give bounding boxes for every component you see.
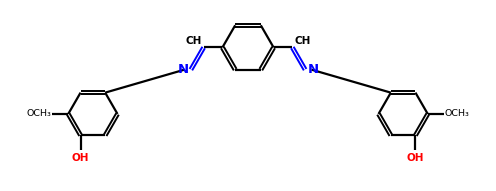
Text: OH: OH [72,153,89,163]
Text: N: N [308,63,319,76]
Text: N: N [177,63,188,76]
Text: OCH₃: OCH₃ [445,109,470,118]
Text: CH: CH [294,36,310,45]
Text: OH: OH [407,153,424,163]
Text: CH: CH [186,36,202,45]
Text: OCH₃: OCH₃ [26,109,51,118]
